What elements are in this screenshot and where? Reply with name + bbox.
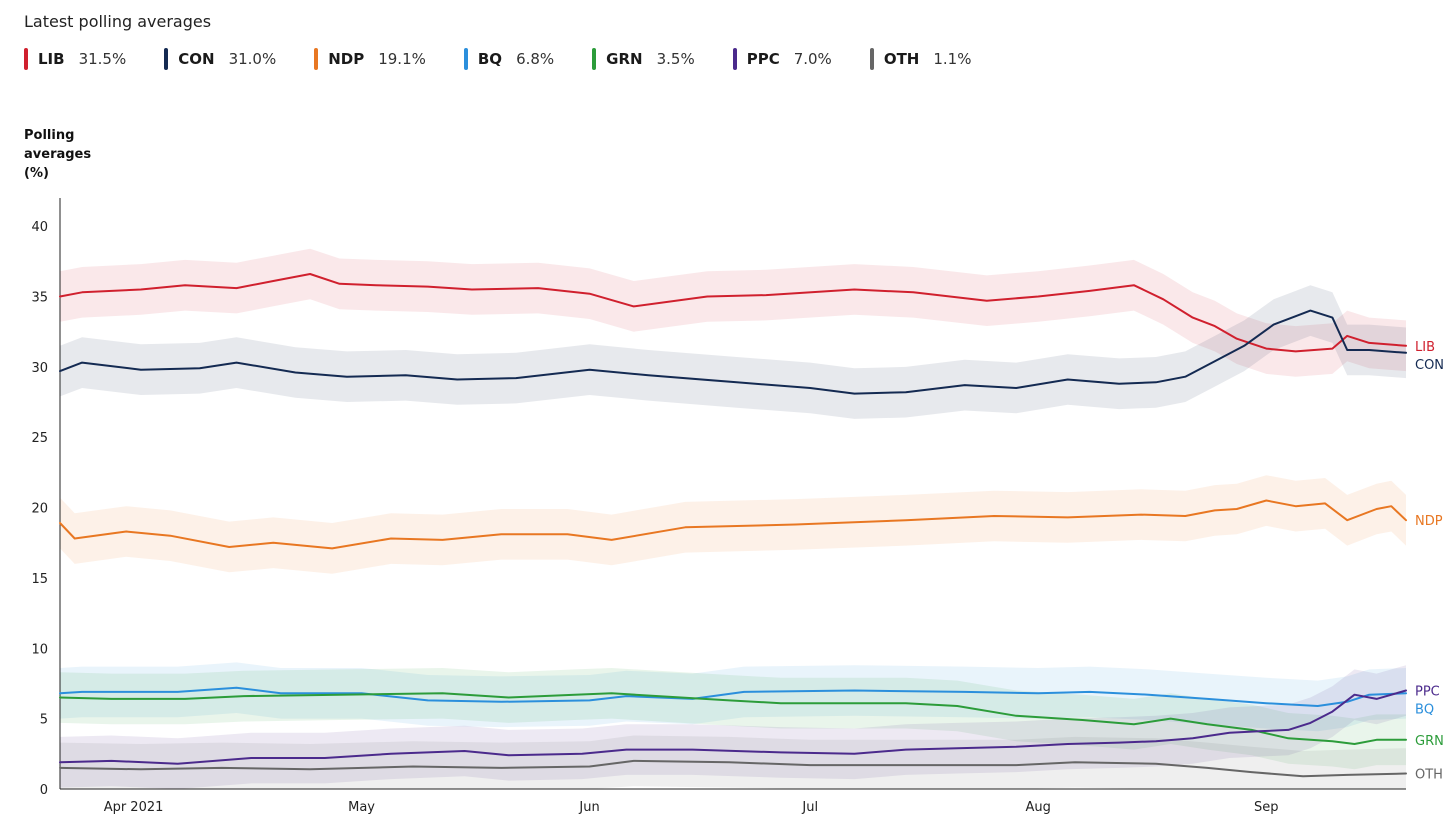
x-tick-label-jun: Jun [578, 800, 599, 815]
legend-value-grn: 3.5% [656, 50, 695, 68]
x-tick-label-sep: Sep [1254, 800, 1279, 815]
x-tick-label-may: May [348, 800, 375, 815]
y-tick-label-25: 25 [31, 431, 48, 446]
legend-code-oth: OTH [883, 50, 920, 68]
legend-value-oth: 1.1% [933, 50, 972, 68]
y-tick-label-5: 5 [40, 713, 48, 728]
end-label-oth: OTH [1415, 768, 1443, 783]
y-axis-title-line-3: (%) [24, 166, 49, 181]
legend-code-lib: LIB [38, 50, 65, 68]
x-tick-label-aug: Aug [1026, 800, 1051, 815]
legend-value-lib: 31.5% [78, 50, 127, 68]
end-label-con: CON [1415, 358, 1444, 373]
y-tick-label-10: 10 [31, 642, 48, 657]
series-line-bq [59, 686, 1407, 707]
y-tick-label-40: 40 [31, 220, 48, 235]
x-tick-label-jul: Jul [801, 800, 818, 815]
y-tick-label-0: 0 [40, 783, 48, 798]
legend-swatch-lib [24, 48, 28, 70]
y-tick-label-15: 15 [31, 572, 48, 587]
legend-value-bq: 6.8% [516, 50, 555, 68]
series-line-ppc [59, 689, 1407, 765]
y-axis-title: Polling averages (%) [24, 126, 91, 183]
band-bq [60, 662, 1406, 732]
legend-swatch-bq [463, 48, 468, 70]
end-label-lib: LIB [1415, 340, 1435, 355]
legend-value-ppc: 7.0% [793, 50, 832, 68]
series-line-oth [59, 759, 1407, 778]
legend-swatch-ndp [314, 48, 319, 70]
y-tick-label-20: 20 [31, 502, 48, 517]
legend-item-ppc[interactable]: PPC 7.0% [732, 48, 832, 70]
y-tick-label-30: 30 [31, 361, 48, 376]
band-lib [60, 248, 1406, 377]
y-axis-title-line-2: averages [24, 147, 92, 162]
band-ndp [60, 475, 1406, 574]
band-ppc [60, 665, 1406, 789]
legend-value-ndp: 19.1% [378, 50, 426, 68]
x-tick-label-apr-2021: Apr 2021 [104, 800, 164, 815]
legend: LIB 31.5% CON 31.0% NDP 19.1% BQ 6.8% GR… [24, 48, 1009, 70]
legend-swatch-ppc [732, 48, 737, 70]
legend-code-con: CON [178, 50, 215, 68]
legend-item-oth[interactable]: OTH 1.1% [869, 48, 972, 70]
end-label-ppc: PPC [1415, 685, 1440, 700]
band-con [60, 285, 1406, 419]
legend-swatch-oth [869, 48, 874, 70]
legend-swatch-con [164, 48, 169, 70]
legend-code-grn: GRN [606, 50, 643, 68]
legend-code-ppc: PPC [746, 50, 780, 68]
series-line-grn [59, 692, 1407, 745]
y-axis-title-line-1: Polling [24, 128, 75, 143]
end-label-ndp: NDP [1415, 514, 1443, 529]
legend-item-con[interactable]: CON 31.0% [164, 48, 276, 70]
end-label-grn: GRN [1415, 734, 1444, 749]
series-line-ndp [59, 499, 1407, 550]
legend-item-grn[interactable]: GRN 3.5% [592, 48, 695, 70]
y-tick-label-35: 35 [31, 291, 48, 306]
end-label-bq: BQ [1415, 703, 1434, 718]
chart-title: Latest polling averages [24, 12, 212, 31]
series-line-lib [59, 273, 1407, 353]
legend-item-lib[interactable]: LIB 31.5% [24, 48, 126, 70]
legend-code-ndp: NDP [328, 50, 365, 68]
legend-swatch-grn [592, 48, 597, 70]
legend-code-bq: BQ [477, 50, 503, 68]
legend-value-con: 31.0% [228, 50, 277, 68]
series-line-con [59, 309, 1407, 395]
legend-item-bq[interactable]: BQ 6.8% [463, 48, 555, 70]
legend-item-ndp[interactable]: NDP 19.1% [314, 48, 426, 70]
